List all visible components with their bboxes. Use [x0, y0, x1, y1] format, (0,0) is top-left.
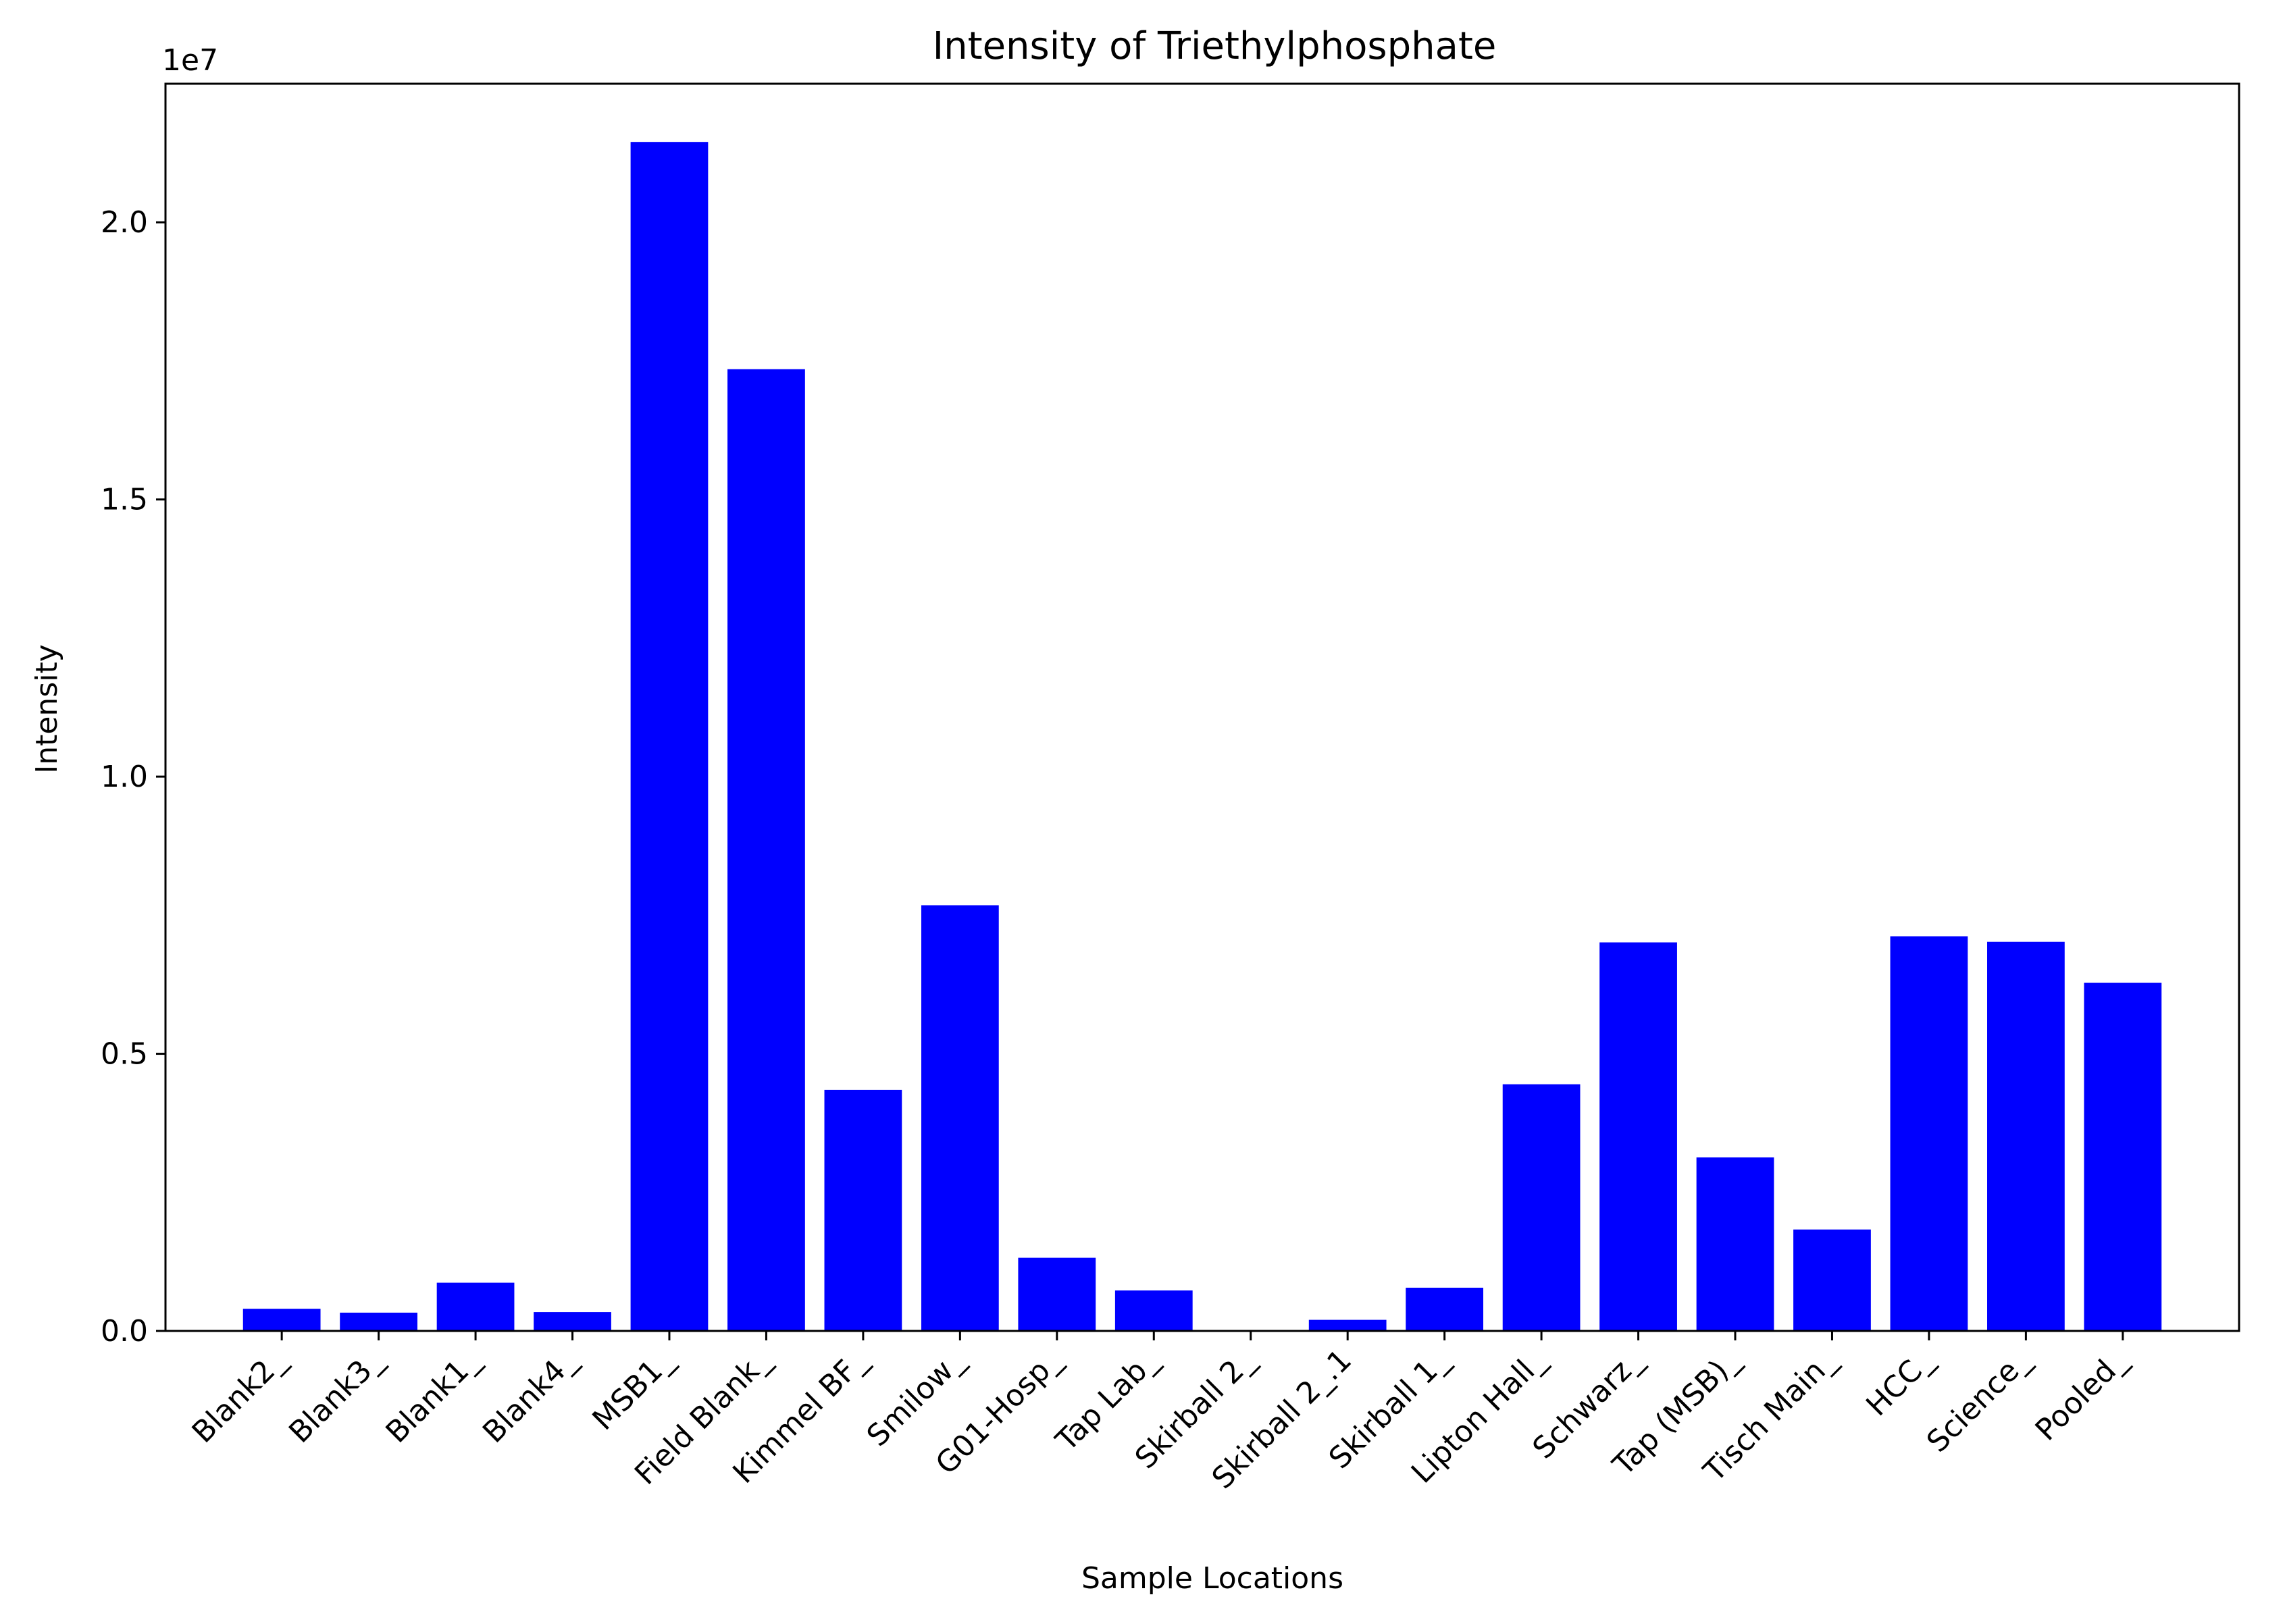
- bar: [534, 1312, 611, 1331]
- bar: [436, 1282, 515, 1331]
- bar: [2084, 983, 2162, 1331]
- bar: [921, 905, 999, 1331]
- bar: [1890, 936, 1968, 1331]
- bar: [727, 369, 805, 1331]
- bar: [1502, 1084, 1581, 1331]
- y-tick-label: 1.0: [101, 760, 148, 794]
- chart-title: Intensity of Triethylphosphate: [933, 24, 1497, 68]
- x-axis-title: Sample Locations: [1081, 1561, 1343, 1596]
- bar: [1018, 1257, 1096, 1331]
- bar: [1114, 1290, 1193, 1331]
- bar: [630, 142, 709, 1331]
- y-tick-label: 2.0: [101, 205, 148, 240]
- y-axis-title: Intensity: [30, 644, 64, 774]
- y-tick-label: 0.0: [101, 1314, 148, 1348]
- bar: [1406, 1287, 1484, 1331]
- plot-frame: [164, 82, 2240, 1332]
- bar: [340, 1312, 417, 1331]
- y-multiplier-label: 1e7: [162, 43, 218, 78]
- bar: [1599, 942, 1677, 1331]
- bar-group: [242, 142, 2162, 1331]
- y-tick-label: 1.5: [101, 483, 148, 517]
- y-tick-label: 0.5: [101, 1037, 148, 1072]
- bar: [1308, 1319, 1387, 1331]
- bar: [1696, 1157, 1774, 1331]
- y-axis: 0.0 0.5 1.0 1.5 2.0: [101, 205, 165, 1348]
- bar: [242, 1309, 321, 1331]
- bar: [824, 1089, 902, 1331]
- bar: [1793, 1229, 1871, 1331]
- bar: [1987, 941, 2065, 1331]
